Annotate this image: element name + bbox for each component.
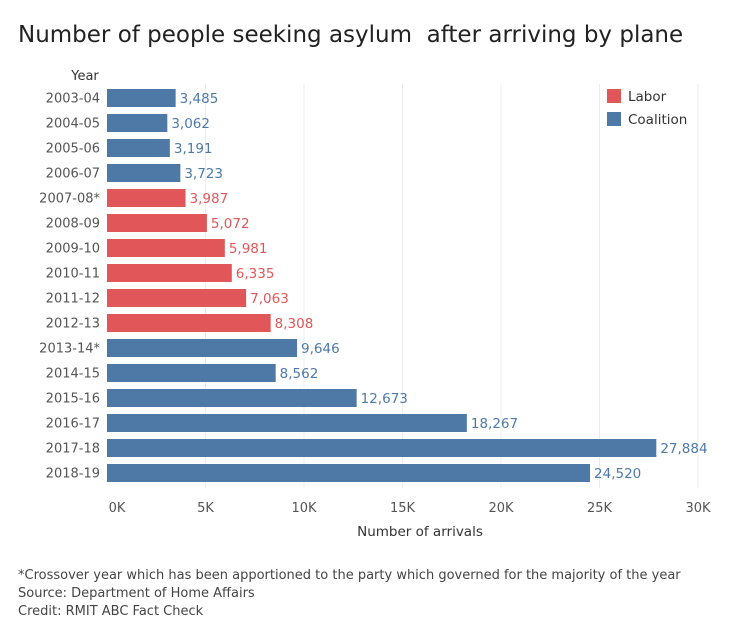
bar xyxy=(107,389,357,407)
chart-title: Number of people seeking asylum after ar… xyxy=(18,22,684,48)
credit-note: Credit: RMIT ABC Fact Check xyxy=(18,604,204,619)
x-tick-label: 5K xyxy=(197,501,214,516)
x-tick-label: 10K xyxy=(291,501,317,516)
value-label: 24,520 xyxy=(594,466,641,482)
value-label: 18,267 xyxy=(471,416,518,432)
bar xyxy=(107,189,186,207)
value-label: 3,191 xyxy=(174,141,213,157)
category-label: 2014-15 xyxy=(46,367,100,382)
bar xyxy=(107,339,298,357)
bar xyxy=(107,289,247,307)
bar xyxy=(107,89,176,107)
value-label: 5,072 xyxy=(211,216,250,232)
legend-label: Coalition xyxy=(628,112,687,128)
value-label: 3,723 xyxy=(184,166,223,182)
category-label: 2005-06 xyxy=(46,142,100,157)
category-label: 2004-05 xyxy=(46,117,100,132)
category-label: 2009-10 xyxy=(46,242,100,257)
value-label: 6,335 xyxy=(236,266,275,282)
value-label: 12,673 xyxy=(361,391,408,407)
category-label: 2017-18 xyxy=(46,442,100,457)
category-label: 2003-04 xyxy=(46,92,100,107)
category-label: 2015-16 xyxy=(46,392,100,407)
x-tick-label: 20K xyxy=(488,501,514,516)
bar xyxy=(107,314,271,332)
x-axis-title: Number of arrivals xyxy=(357,524,483,540)
x-tick-label: 0K xyxy=(109,501,126,516)
footnote: *Crossover year which has been apportion… xyxy=(18,568,681,583)
bar xyxy=(107,114,168,132)
value-label: 3,485 xyxy=(180,91,219,107)
category-label: 2007-08* xyxy=(39,192,100,207)
bar xyxy=(107,214,207,232)
bar-chart: Year 2003-04 3,485 2004-05 3,062 2005-06 3,191… xyxy=(39,69,711,540)
x-tick-label: 30K xyxy=(685,501,711,516)
source-note: Source: Department of Home Affairs xyxy=(18,586,255,601)
value-label: 8,308 xyxy=(275,316,314,332)
x-tick-label: 25K xyxy=(587,501,613,516)
bar xyxy=(107,164,181,182)
category-label: 2008-09 xyxy=(46,217,100,232)
category-axis-label: Year xyxy=(70,69,99,84)
bar xyxy=(107,239,225,257)
legend-swatch xyxy=(607,89,621,103)
category-label: 2011-12 xyxy=(46,292,100,307)
legend-swatch xyxy=(607,112,621,126)
bar xyxy=(107,364,276,382)
bar xyxy=(107,439,657,457)
bar xyxy=(107,464,591,482)
bar xyxy=(107,414,467,432)
chart-footer: *Crossover year which has been apportion… xyxy=(18,567,681,621)
value-label: 8,562 xyxy=(280,366,319,382)
category-label: 2016-17 xyxy=(46,417,100,432)
legend-label: Labor xyxy=(628,89,667,105)
bar xyxy=(107,139,170,157)
category-label: 2010-11 xyxy=(46,267,100,282)
category-label: 2013-14* xyxy=(39,342,100,357)
bar xyxy=(107,264,232,282)
x-tick-label: 15K xyxy=(390,501,416,516)
value-label: 3,062 xyxy=(171,116,210,132)
value-label: 9,646 xyxy=(301,341,340,357)
value-label: 3,987 xyxy=(190,191,229,207)
value-label: 7,063 xyxy=(250,291,289,307)
category-label: 2018-19 xyxy=(46,467,100,482)
value-label: 5,981 xyxy=(229,241,268,257)
value-label: 27,884 xyxy=(660,441,707,457)
category-label: 2012-13 xyxy=(46,317,100,332)
category-label: 2006-07 xyxy=(46,167,100,182)
